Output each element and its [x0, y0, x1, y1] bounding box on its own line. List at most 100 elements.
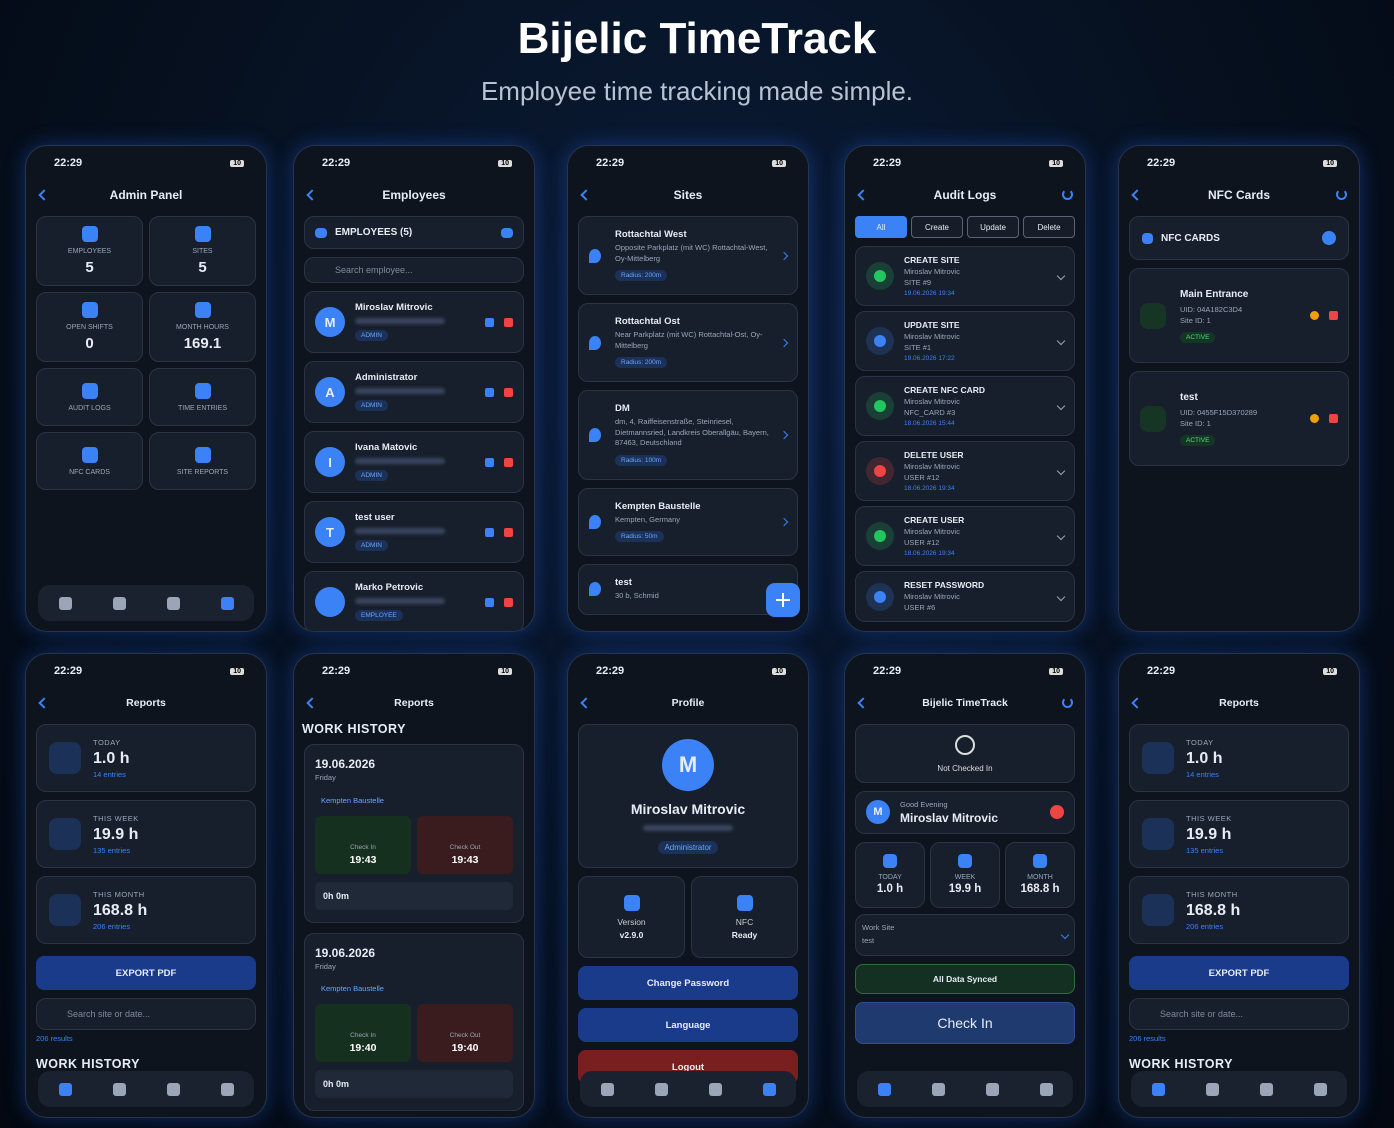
back-arrow[interactable]: [306, 189, 318, 201]
nav-icon[interactable]: [166, 1082, 180, 1096]
: ADMIN: [355, 470, 388, 481]
act[interactable]: [1310, 414, 1319, 423]
filter[interactable]: Update: [967, 216, 1019, 238]
card: THIS WEEK 19.9 h 135 entries: [36, 800, 256, 868]
btn[interactable]: Check In: [855, 1001, 1075, 1044]
nav-icon[interactable]: [1039, 1082, 1053, 1096]
card[interactable]: SITES 5: [149, 216, 256, 286]
tile-label: SITES: [192, 248, 213, 255]
card[interactable]: OPEN SHIFTS 0: [36, 292, 143, 362]
act[interactable]: [504, 387, 513, 397]
back-arrow[interactable]: [580, 189, 592, 201]
back-arrow[interactable]: [38, 189, 50, 201]
icon: [736, 894, 753, 911]
filter[interactable]: Delete: [1023, 216, 1075, 238]
card[interactable]: EMPLOYEES 5: [36, 216, 143, 286]
card[interactable]: RESET PASSWORD Miroslav Mitrovic USER #6: [855, 571, 1075, 622]
refresh-icon[interactable]: [1062, 189, 1073, 200]
nav-icon[interactable]: [58, 1082, 72, 1096]
back-arrow[interactable]: [857, 189, 869, 201]
card[interactable]: UPDATE SITE Miroslav Mitrovic SITE #1 19.06…: [855, 311, 1075, 371]
act[interactable]: [485, 597, 494, 607]
icon[interactable]: [1322, 231, 1336, 245]
act[interactable]: [485, 457, 494, 467]
act[interactable]: [504, 317, 513, 327]
card[interactable]: Kempten Baustelle Kempten, Germany Radius:…: [578, 487, 798, 556]
back-arrow[interactable]: [1131, 189, 1143, 201]
avatar: M: [662, 739, 714, 791]
blur: [355, 598, 445, 604]
screen-title: Sites: [673, 188, 703, 202]
act[interactable]: [1329, 414, 1338, 423]
act[interactable]: [1310, 311, 1319, 320]
back-arrow[interactable]: [38, 697, 50, 709]
act[interactable]: [485, 317, 494, 327]
act[interactable]: [504, 457, 513, 467]
act[interactable]: [485, 387, 494, 397]
card[interactable]: Search site or date...: [1129, 998, 1349, 1030]
card[interactable]: Rottachtal Ost Near Parkplatz (mit WC) Ro…: [578, 303, 798, 382]
nav-icon[interactable]: [112, 596, 126, 610]
nav-icon[interactable]: [1259, 1082, 1273, 1096]
screen-title: NFC Cards: [1207, 188, 1270, 202]
nav-icon[interactable]: [877, 1082, 891, 1096]
nav-icon[interactable]: [220, 596, 234, 610]
tile-value: 169.1: [183, 335, 222, 352]
h-section: WORK HISTORY: [36, 1057, 140, 1071]
card[interactable]: DM dm, 4, Raiffeisenstraße, Steinriesel, …: [578, 390, 798, 480]
blur: [355, 528, 445, 534]
nav-icon[interactable]: [112, 1082, 126, 1096]
status-time: 22:29: [596, 665, 625, 677]
btn[interactable]: EXPORT PDF: [36, 956, 256, 990]
card[interactable]: CREATE NFC CARD Miroslav Mitrovic NFC_CARD…: [855, 376, 1075, 436]
nav-icon[interactable]: [708, 1082, 722, 1096]
name: Ivana Matovic: [355, 442, 418, 453]
card[interactable]: DELETE USER Miroslav Mitrovic USER #12 18.0…: [855, 441, 1075, 501]
filter[interactable]: Create: [911, 216, 963, 238]
act[interactable]: [504, 597, 513, 607]
card[interactable]: AUDIT LOGS: [36, 368, 143, 426]
card[interactable]: CREATE SITE Miroslav Mitrovic SITE #9 19.06…: [855, 246, 1075, 306]
btn[interactable]: Change Password: [578, 966, 798, 1000]
act[interactable]: [485, 527, 494, 537]
act[interactable]: [1329, 311, 1338, 320]
refresh-icon[interactable]: [1062, 697, 1073, 708]
card[interactable]: Search site or date...: [36, 998, 256, 1030]
nav-icon[interactable]: [1151, 1082, 1165, 1096]
nav-icon[interactable]: [166, 596, 180, 610]
act[interactable]: [504, 527, 513, 537]
card[interactable]: NFC CARDS: [36, 432, 143, 490]
check-time: 19:40: [349, 1042, 377, 1054]
nav-icon[interactable]: [985, 1082, 999, 1096]
card[interactable]: MONTH HOURS 169.1: [149, 292, 256, 362]
icon: [874, 590, 886, 603]
nav-icon[interactable]: [58, 596, 72, 610]
nav-icon[interactable]: [1205, 1082, 1219, 1096]
card[interactable]: Work Site test: [855, 913, 1075, 956]
nav-icon[interactable]: [600, 1082, 614, 1096]
refresh-icon[interactable]: [1336, 189, 1347, 200]
back-arrow[interactable]: [1131, 697, 1143, 709]
nav-icon[interactable]: [220, 1082, 234, 1096]
card[interactable]: CREATE USER Miroslav Mitrovic USER #12 18.0…: [855, 506, 1075, 566]
fab[interactable]: [766, 583, 800, 617]
nav-icon[interactable]: [654, 1082, 668, 1096]
card[interactable]: TIME ENTRIES: [149, 368, 256, 426]
btn[interactable]: Language: [578, 1008, 798, 1042]
card[interactable]: SITE REPORTS: [149, 432, 256, 490]
back-arrow[interactable]: [306, 697, 318, 709]
card[interactable]: Search employee...: [304, 257, 524, 283]
btn[interactable]: EXPORT PDF: [1129, 956, 1349, 990]
nav-icon[interactable]: [762, 1082, 776, 1096]
card[interactable]: test 30 b, Schmid: [578, 564, 798, 615]
back-arrow[interactable]: [580, 697, 592, 709]
act[interactable]: [1050, 805, 1064, 820]
filter[interactable]: All: [855, 216, 907, 238]
back-arrow[interactable]: [857, 697, 869, 709]
card[interactable]: Rottachtal West Opposite Parkplatz (mit W…: [578, 216, 798, 295]
nav-icon[interactable]: [931, 1082, 945, 1096]
nav-icon[interactable]: [1313, 1082, 1327, 1096]
icon[interactable]: [501, 227, 513, 238]
status-time: 22:29: [54, 665, 83, 677]
blur: [643, 825, 733, 831]
